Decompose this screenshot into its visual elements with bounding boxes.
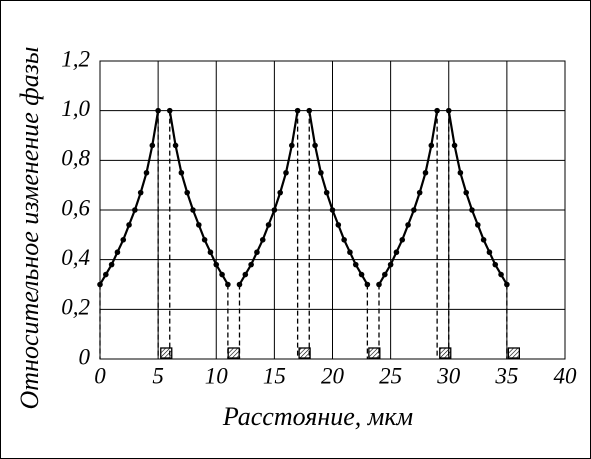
data-point (382, 271, 388, 278)
x-tick-label: 40 (554, 363, 578, 388)
data-point (166, 107, 173, 114)
data-point (335, 222, 342, 228)
data-point (219, 271, 225, 278)
data-point (469, 207, 475, 213)
plot-border (99, 60, 566, 360)
data-point (283, 169, 289, 176)
y-tick-label: 0,8 (61, 146, 90, 171)
data-point (475, 222, 481, 228)
data-point (422, 169, 429, 176)
data-point (259, 237, 266, 243)
data-point (463, 189, 469, 196)
x-tick-label: 10 (205, 363, 229, 388)
data-point (143, 169, 150, 176)
data-point (178, 169, 185, 176)
data-point (236, 281, 243, 288)
data-point (306, 107, 313, 114)
electrode-marker (439, 347, 452, 359)
data-point (277, 189, 283, 196)
electrode-marker (507, 347, 521, 359)
y-tick-label: 1,2 (61, 46, 90, 71)
x-tick-label: 0 (94, 363, 106, 388)
data-point (457, 169, 464, 176)
x-tick-label: 25 (379, 363, 402, 388)
data-point (103, 271, 109, 278)
data-point (323, 189, 330, 196)
data-point (411, 207, 417, 213)
data-point (318, 169, 324, 176)
data-point (492, 261, 499, 268)
data-point (289, 142, 295, 149)
x-axis-label: Расстояние, мкм (222, 402, 413, 431)
data-point (137, 189, 144, 196)
data-point (393, 249, 400, 256)
data-point (329, 207, 336, 213)
y-tick-label: 0,4 (61, 245, 90, 270)
data-point (434, 107, 440, 114)
data-point (486, 249, 493, 256)
data-point (376, 281, 382, 288)
y-tick-label: 0,2 (61, 295, 90, 320)
electrode-marker (368, 347, 381, 359)
data-point (248, 261, 254, 268)
y-axis-label: Относительное изменение фазы (15, 47, 44, 410)
y-tick-label: 0,6 (61, 195, 90, 220)
data-point (504, 281, 510, 288)
x-tick-label: 35 (494, 363, 518, 388)
data-point (155, 107, 161, 114)
data-point (428, 142, 435, 149)
data-point (149, 142, 156, 149)
data-point (242, 271, 249, 278)
data-point (498, 271, 504, 278)
data-point (132, 207, 138, 213)
y-tick-label: 1,0 (61, 96, 90, 121)
data-point (405, 222, 411, 228)
data-point (312, 142, 318, 149)
data-point (172, 142, 179, 149)
data-point (108, 261, 115, 268)
data-point (358, 271, 365, 278)
data-point (445, 107, 452, 114)
data-point (387, 261, 394, 268)
data-point (201, 237, 208, 243)
data-point (347, 249, 353, 256)
data-point (352, 261, 359, 268)
data-point (265, 222, 272, 228)
data-point (364, 281, 371, 288)
data-point (416, 189, 423, 196)
data-point (225, 281, 231, 288)
electrode-marker (298, 347, 311, 359)
x-tick-label: 20 (321, 363, 345, 388)
x-tick-label: 30 (436, 363, 461, 388)
electrode-marker (227, 347, 240, 359)
data-point (190, 207, 196, 213)
data-point (399, 237, 406, 243)
data-point (271, 207, 278, 213)
data-point (294, 107, 301, 114)
data-point (213, 261, 220, 268)
y-tick-label: 0 (79, 344, 91, 369)
data-point (196, 222, 202, 228)
electrode-marker (160, 347, 173, 359)
data-point (114, 249, 121, 256)
data-point (341, 237, 347, 243)
data-point (97, 281, 103, 288)
data-point (254, 249, 260, 256)
data-point (120, 237, 127, 243)
data-point (207, 249, 214, 256)
data-point (451, 142, 458, 149)
x-tick-label: 15 (263, 363, 286, 388)
x-tick-label: 5 (152, 363, 164, 388)
data-point (184, 189, 190, 196)
data-point (480, 237, 487, 243)
data-point (126, 222, 132, 228)
